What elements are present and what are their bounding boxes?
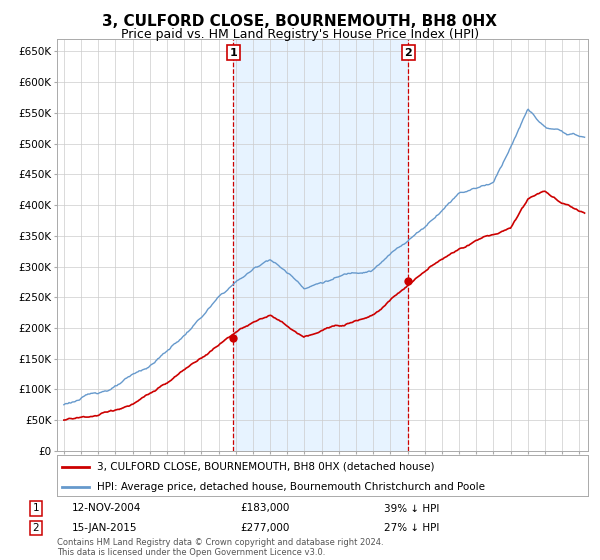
Text: 1: 1 — [32, 503, 40, 514]
Text: 2: 2 — [404, 48, 412, 58]
Text: HPI: Average price, detached house, Bournemouth Christchurch and Poole: HPI: Average price, detached house, Bour… — [97, 482, 485, 492]
Text: £183,000: £183,000 — [240, 503, 289, 514]
Text: 39% ↓ HPI: 39% ↓ HPI — [384, 503, 439, 514]
Text: 3, CULFORD CLOSE, BOURNEMOUTH, BH8 0HX (detached house): 3, CULFORD CLOSE, BOURNEMOUTH, BH8 0HX (… — [97, 461, 434, 472]
Text: 2: 2 — [32, 523, 40, 533]
Text: Price paid vs. HM Land Registry's House Price Index (HPI): Price paid vs. HM Land Registry's House … — [121, 28, 479, 41]
Bar — [233, 39, 408, 451]
Text: 15-JAN-2015: 15-JAN-2015 — [72, 523, 137, 533]
Text: 3, CULFORD CLOSE, BOURNEMOUTH, BH8 0HX: 3, CULFORD CLOSE, BOURNEMOUTH, BH8 0HX — [103, 14, 497, 29]
Text: £277,000: £277,000 — [240, 523, 289, 533]
Text: 12-NOV-2004: 12-NOV-2004 — [72, 503, 142, 514]
Text: 27% ↓ HPI: 27% ↓ HPI — [384, 523, 439, 533]
Text: Contains HM Land Registry data © Crown copyright and database right 2024.
This d: Contains HM Land Registry data © Crown c… — [57, 538, 383, 557]
Text: 1: 1 — [230, 48, 238, 58]
